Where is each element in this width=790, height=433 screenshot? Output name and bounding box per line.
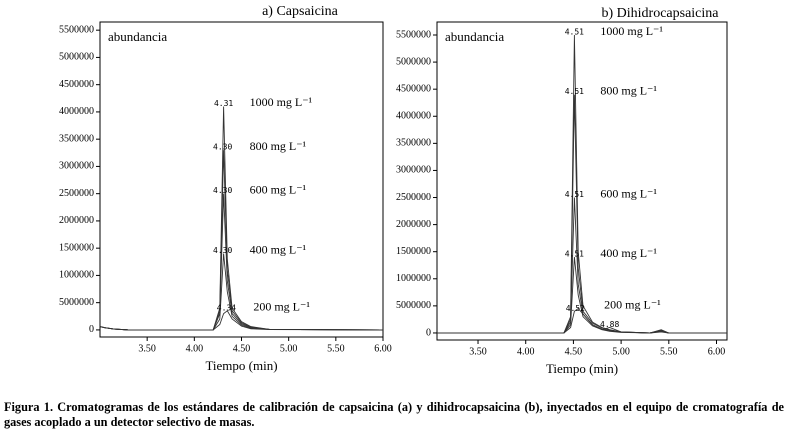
y-tick-label: 4000000 xyxy=(59,106,94,117)
y-tick-label: 1000000 xyxy=(59,270,94,281)
peak-label: 4.51 xyxy=(565,250,584,259)
chromatogram-line xyxy=(99,106,384,331)
x-tick-label: 3.50 xyxy=(138,343,156,354)
chart-title: b) Dihidrocapsaicina xyxy=(601,6,719,21)
caption: Figura 1. Cromatogramas de los estándare… xyxy=(4,400,784,429)
y-axis-label: abundancia xyxy=(445,29,504,44)
chart-title: a) Capsaicina xyxy=(262,4,339,19)
y-tick-label: 3000000 xyxy=(396,165,431,176)
y-tick-label: 5000000 xyxy=(396,56,431,67)
y-tick-label: 0 xyxy=(89,324,94,335)
x-tick-label: 6.00 xyxy=(374,343,392,354)
series-label: 800 mg L⁻¹ xyxy=(600,83,657,97)
y-tick-label: 0 xyxy=(426,327,431,338)
x-axis-label: Tiempo (min) xyxy=(546,361,618,376)
y-tick-label: 5000000 xyxy=(59,297,94,308)
series-label: 600 mg L⁻¹ xyxy=(250,182,307,196)
x-axis-label: Tiempo (min) xyxy=(205,358,277,373)
chromatogram-line xyxy=(99,310,384,331)
x-tick-label: 4.00 xyxy=(517,346,535,357)
chromatogram-line xyxy=(437,307,727,334)
chromatogram-line xyxy=(437,34,727,334)
series-label: 200 mg L⁻¹ xyxy=(253,300,310,314)
peak-label: 4.51 xyxy=(565,87,584,96)
y-tick-label: 3500000 xyxy=(59,133,94,144)
x-tick-label: 3.50 xyxy=(469,346,487,357)
chromatogram-line xyxy=(99,253,384,331)
y-tick-label: 4500000 xyxy=(396,83,431,94)
y-tick-label: 1000000 xyxy=(396,273,431,284)
x-tick-label: 5.00 xyxy=(280,343,298,354)
y-tick-label: 1500000 xyxy=(396,246,431,257)
series-label: 600 mg L⁻¹ xyxy=(600,186,657,200)
x-tick-label: 5.50 xyxy=(327,343,345,354)
x-tick-label: 4.50 xyxy=(233,343,251,354)
series-label: 800 mg L⁻¹ xyxy=(250,139,307,153)
peak-label: 4.34 xyxy=(217,303,236,312)
series-label: 400 mg L⁻¹ xyxy=(250,242,307,256)
x-tick-label: 4.50 xyxy=(565,346,583,357)
plot-frame xyxy=(99,21,384,338)
peak-label: 4.88 xyxy=(600,320,619,329)
y-tick-label: 2000000 xyxy=(59,215,94,226)
series-label: 1000 mg L⁻¹ xyxy=(250,95,313,109)
y-axis-label: abundancia xyxy=(108,29,167,44)
peak-label: 4.30 xyxy=(213,143,232,152)
chromatogram-line xyxy=(99,150,384,331)
y-tick-label: 5000000 xyxy=(59,52,94,63)
y-tick-label: 3000000 xyxy=(59,161,94,172)
x-tick-label: 5.00 xyxy=(612,346,630,357)
y-tick-label: 5500000 xyxy=(396,29,431,40)
x-tick-label: 5.50 xyxy=(660,346,678,357)
peak-label: 4.52 xyxy=(566,304,585,313)
series-label: 1000 mg L⁻¹ xyxy=(600,24,663,38)
x-tick-label: 4.00 xyxy=(186,343,204,354)
x-tick-label: 6.00 xyxy=(708,346,726,357)
peak-label: 4.51 xyxy=(565,190,584,199)
chromatogram-line xyxy=(99,193,384,331)
peak-label: 4.31 xyxy=(214,99,233,108)
plot-frame xyxy=(436,21,728,341)
charts: a) Capsaicina abundancia Tiempo (min) 0 5000… xyxy=(59,4,728,376)
peak-label: 4.51 xyxy=(565,28,584,37)
y-tick-label: 3500000 xyxy=(396,138,431,149)
y-tick-label: 2000000 xyxy=(396,219,431,230)
peak-label: 4.30 xyxy=(213,186,232,195)
series-label: 200 mg L⁻¹ xyxy=(604,297,661,311)
y-tick-label: 4500000 xyxy=(59,79,94,90)
y-tick-label: 2500000 xyxy=(59,188,94,199)
peak-label: 4.30 xyxy=(213,246,232,255)
y-tick-label: 4000000 xyxy=(396,111,431,122)
series-label: 400 mg L⁻¹ xyxy=(600,246,657,260)
y-tick-label: 5000000 xyxy=(396,300,431,311)
y-tick-label: 1500000 xyxy=(59,242,94,253)
y-tick-label: 5500000 xyxy=(59,24,94,35)
y-tick-label: 2500000 xyxy=(396,192,431,203)
